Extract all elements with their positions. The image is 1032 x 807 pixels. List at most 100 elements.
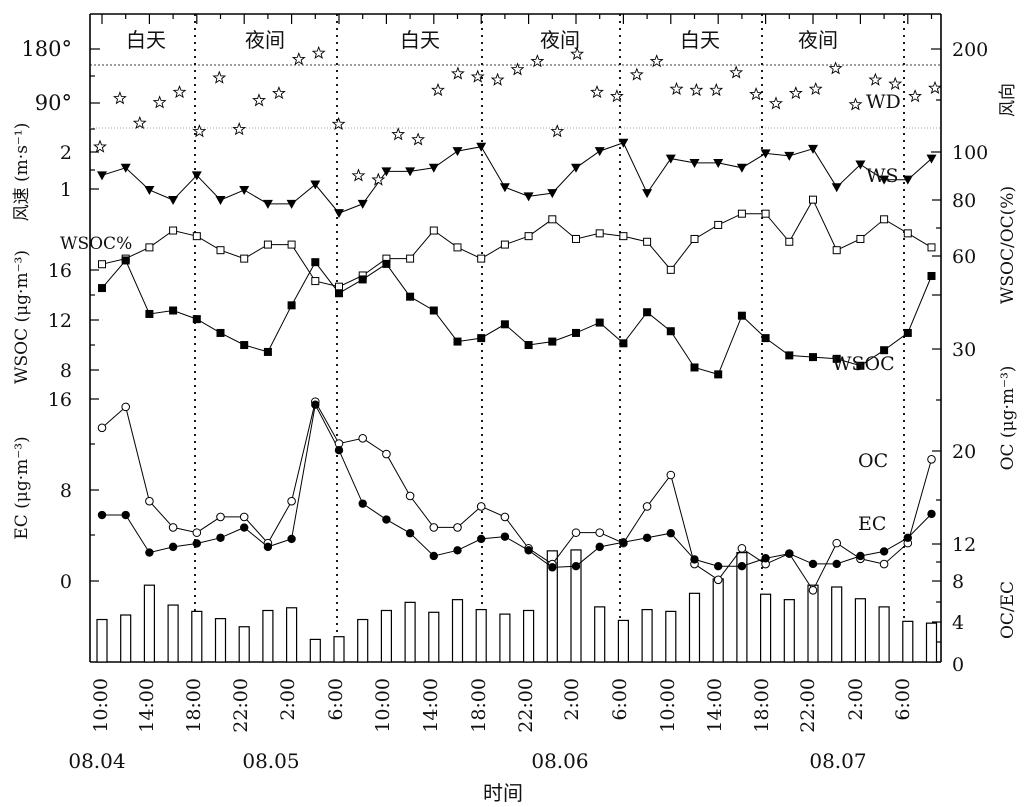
- ws-point: [902, 175, 913, 185]
- wsoc-point: [524, 341, 533, 350]
- wd-point: [490, 72, 505, 86]
- wd-point: [132, 115, 147, 130]
- wsoc-point: [595, 318, 604, 327]
- wsoc-point: [666, 327, 675, 336]
- wsoc-point: [714, 370, 723, 379]
- period-label: 白天: [400, 28, 440, 52]
- ws-point: [215, 195, 226, 205]
- ocec-bar: [522, 609, 535, 663]
- ocec-bar: [499, 613, 511, 663]
- ws-point: [405, 167, 416, 177]
- wd-point: [112, 91, 127, 105]
- ocec-bar: [665, 610, 677, 663]
- ec-point: [382, 515, 391, 524]
- oc-tick-label: 20: [952, 441, 976, 463]
- wd-point: [510, 62, 525, 76]
- wsoc-pct-tick-label: 60: [952, 246, 976, 268]
- ec-point: [311, 400, 320, 409]
- wsoc-pct-line: [101, 198, 932, 288]
- wsoc-point: [121, 256, 130, 265]
- ocec-bar: [404, 601, 416, 663]
- ocec-bar: [570, 549, 582, 663]
- ocec-bar: [191, 610, 203, 663]
- wsoc-pct-point: [429, 226, 438, 235]
- ec-point: [429, 551, 438, 561]
- wsoc-pct-point: [737, 209, 746, 218]
- x-tick-label: 18:00: [183, 678, 205, 733]
- ec-point: [453, 546, 462, 555]
- series-markers: [93, 45, 942, 595]
- wsoc-point: [572, 328, 580, 337]
- x-tick-label: 6:00: [325, 678, 347, 721]
- wd-point: [610, 89, 624, 103]
- ec-point: [927, 509, 936, 519]
- oc-point: [429, 523, 439, 532]
- period-label: 白天: [126, 28, 166, 52]
- wsoc-pct-point: [903, 229, 912, 238]
- ws-point: [476, 142, 487, 152]
- wsoc-point: [192, 315, 201, 324]
- ocec-bar: [428, 611, 440, 663]
- oc-point: [287, 496, 296, 506]
- ocec-bar: [594, 606, 606, 663]
- oc-axis-title: OC (μg·m⁻³): [998, 366, 1018, 471]
- ws-tick-label: 1: [60, 179, 72, 201]
- oc-point: [713, 575, 723, 585]
- wsoc-pct-point: [643, 237, 652, 246]
- wsoc-point: [358, 275, 367, 284]
- ratio-tick-label: 8: [952, 571, 964, 593]
- ws-point: [168, 195, 179, 205]
- ec-point: [642, 533, 652, 542]
- ec-point: [192, 539, 201, 548]
- wsoc-point: [406, 292, 415, 301]
- wd-left-tick-label: 180°: [21, 37, 72, 61]
- wsoc-pct-point: [335, 282, 343, 291]
- wd-point: [590, 85, 604, 99]
- ws-point: [97, 171, 107, 181]
- wsoc-pct-point: [477, 254, 486, 263]
- wd-point: [431, 82, 445, 97]
- ec-point: [168, 542, 178, 552]
- wsoc-pct-point: [619, 232, 628, 241]
- ws-point: [499, 183, 510, 193]
- oc-point: [358, 434, 368, 443]
- date-label: 08.05: [242, 749, 299, 773]
- wd-point: [550, 124, 565, 138]
- ws-point: [381, 167, 392, 177]
- ocec-bar: [143, 584, 155, 663]
- ws-point: [286, 199, 297, 209]
- wsoc-pct-point: [785, 237, 794, 246]
- oc-point: [666, 470, 676, 480]
- wsoc-tick-label: 8: [60, 360, 72, 382]
- wsoc-point: [429, 306, 438, 315]
- x-tick-labels: 10:00 14:00 18:00 22:00 2:00 6:00 10:00 …: [90, 678, 914, 733]
- ocec-bar: [925, 622, 938, 663]
- wd-point: [291, 52, 306, 66]
- ec-tick-label: 16: [48, 389, 72, 411]
- ratio-tick-label: 12: [952, 534, 976, 556]
- ocec-bar: [380, 609, 392, 663]
- date-label: 08.07: [809, 749, 866, 773]
- ws-point: [334, 209, 344, 219]
- ws-point: [855, 160, 866, 170]
- ws-point: [571, 163, 581, 173]
- wd-series-label: WD: [866, 91, 901, 113]
- wsoc-pct-point: [690, 234, 699, 243]
- wsoc-pct-point: [500, 240, 509, 249]
- period-label: 白天: [680, 28, 720, 52]
- ec-point: [571, 562, 581, 571]
- wsoc-pct-tick-label: 80: [952, 190, 976, 212]
- wsoc-pct-point: [809, 195, 817, 204]
- ws-point: [665, 154, 676, 164]
- wd-point: [371, 172, 386, 186]
- wsoc-point: [335, 289, 343, 298]
- wsoc-pct-point: [145, 243, 154, 252]
- ws-point: [239, 186, 250, 196]
- ws-point: [310, 180, 321, 190]
- date-label: 08.04: [68, 749, 125, 773]
- wsoc-point: [287, 301, 296, 310]
- ws-point: [831, 183, 842, 193]
- ws-axis-title: 风速 (m·s⁻¹): [12, 123, 32, 222]
- x-tick-label: 22:00: [797, 678, 819, 733]
- ocec-bar: [688, 592, 701, 663]
